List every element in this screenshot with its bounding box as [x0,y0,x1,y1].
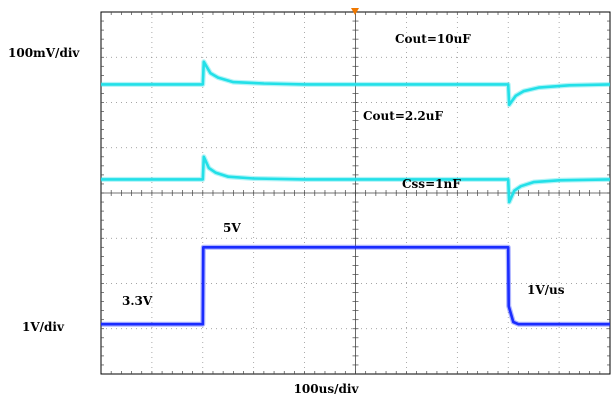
x-scale-label: 100us/div [294,382,360,396]
ch2-scale-label: 1V/div [22,320,65,334]
traces [101,59,611,327]
trigger-marker [351,8,359,15]
annotation-slew-rate: 1V/us [527,283,565,297]
annotation-cout-2-2uf: Cout=2.2uF [363,109,443,123]
trace-cout-2-2uf [101,155,611,204]
annotation-5v: 5V [223,221,241,235]
ch1-scale-label: 100mV/div [8,46,80,60]
annotation-cout-10uf: Cout=10uF [395,32,471,46]
trace-input [101,246,610,326]
annotation-3-3v: 3.3V [122,294,153,308]
annotation-css-1nf: Css=1nF [402,177,461,191]
trace-cout-10uf [101,60,611,107]
